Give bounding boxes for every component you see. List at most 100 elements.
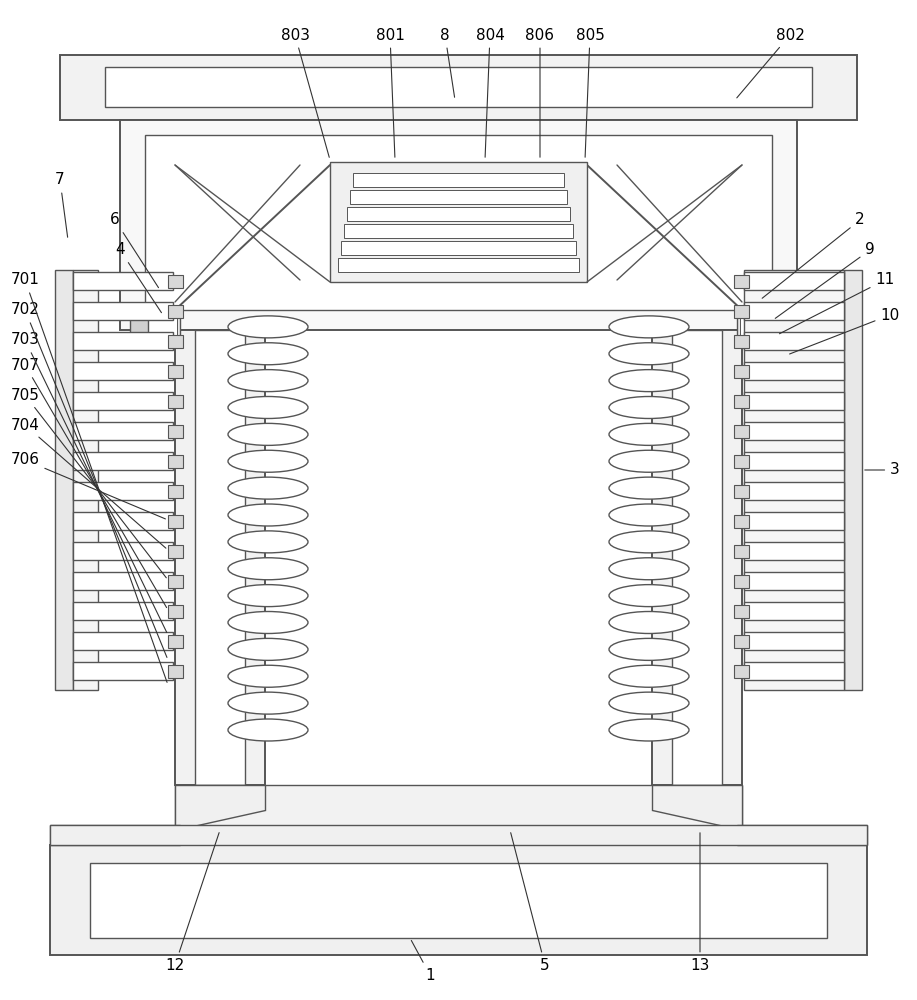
Bar: [744, 362, 844, 380]
Text: 802: 802: [736, 27, 804, 98]
Bar: [734, 335, 749, 348]
Bar: [734, 635, 749, 648]
Text: 12: 12: [165, 833, 219, 972]
Bar: [55, 270, 73, 690]
Ellipse shape: [609, 585, 689, 607]
Ellipse shape: [609, 343, 689, 365]
Ellipse shape: [609, 396, 689, 418]
Bar: [734, 275, 749, 288]
Bar: [105, 67, 812, 107]
Text: 4: 4: [116, 242, 161, 313]
Bar: [145, 310, 180, 340]
Ellipse shape: [228, 343, 308, 365]
Bar: [744, 392, 844, 410]
Bar: [90, 863, 827, 938]
Text: 705: 705: [11, 387, 166, 578]
Bar: [73, 270, 98, 690]
Ellipse shape: [609, 450, 689, 472]
Text: 706: 706: [10, 452, 165, 519]
Bar: [175, 785, 742, 830]
Text: 701: 701: [11, 272, 167, 682]
Ellipse shape: [609, 477, 689, 499]
Ellipse shape: [609, 370, 689, 392]
Text: 8: 8: [440, 27, 455, 97]
Ellipse shape: [609, 611, 689, 634]
Ellipse shape: [228, 638, 308, 660]
Bar: [769, 315, 787, 335]
Bar: [734, 665, 749, 678]
Bar: [350, 190, 567, 204]
Bar: [744, 332, 844, 350]
Bar: [744, 482, 844, 500]
Bar: [744, 512, 844, 530]
Ellipse shape: [609, 316, 689, 338]
Ellipse shape: [228, 692, 308, 714]
Bar: [737, 310, 772, 340]
Bar: [50, 845, 867, 955]
Text: 703: 703: [10, 332, 167, 632]
Ellipse shape: [228, 611, 308, 634]
Ellipse shape: [228, 665, 308, 687]
Bar: [744, 542, 844, 560]
Text: 702: 702: [11, 302, 167, 657]
Text: 10: 10: [790, 308, 900, 354]
Bar: [344, 224, 573, 238]
Bar: [734, 305, 749, 318]
Bar: [73, 602, 173, 620]
Bar: [148, 313, 177, 337]
Text: 1: 1: [412, 940, 435, 982]
Ellipse shape: [609, 638, 689, 660]
Bar: [73, 542, 173, 560]
Ellipse shape: [228, 396, 308, 418]
Bar: [145, 135, 772, 310]
Bar: [130, 315, 148, 335]
Bar: [744, 632, 844, 650]
Bar: [744, 452, 844, 470]
Bar: [347, 207, 570, 221]
Bar: [734, 545, 749, 558]
Bar: [168, 365, 183, 378]
Ellipse shape: [609, 665, 689, 687]
Ellipse shape: [228, 477, 308, 499]
Ellipse shape: [609, 719, 689, 741]
Text: 2: 2: [762, 213, 865, 298]
Bar: [73, 362, 173, 380]
Bar: [175, 330, 265, 785]
Bar: [168, 455, 183, 468]
Bar: [73, 572, 173, 590]
Bar: [168, 545, 183, 558]
Bar: [744, 302, 844, 320]
Bar: [120, 120, 797, 330]
Bar: [744, 602, 844, 620]
Bar: [341, 241, 576, 255]
Bar: [73, 662, 173, 680]
Text: 5: 5: [511, 833, 550, 972]
Bar: [734, 515, 749, 528]
Text: 11: 11: [779, 272, 895, 334]
Text: 6: 6: [110, 213, 159, 288]
Bar: [168, 425, 183, 438]
Bar: [734, 455, 749, 468]
Bar: [672, 330, 722, 785]
Bar: [734, 485, 749, 498]
Bar: [734, 605, 749, 618]
Text: 806: 806: [525, 27, 555, 157]
Ellipse shape: [228, 450, 308, 472]
Ellipse shape: [609, 504, 689, 526]
Bar: [353, 173, 564, 187]
Text: 803: 803: [281, 27, 329, 157]
Bar: [844, 270, 862, 690]
Bar: [73, 512, 173, 530]
Polygon shape: [652, 785, 742, 830]
Bar: [744, 422, 844, 440]
Bar: [168, 605, 183, 618]
Bar: [168, 305, 183, 318]
Bar: [168, 515, 183, 528]
Bar: [338, 258, 579, 272]
Bar: [195, 330, 245, 785]
Bar: [73, 302, 173, 320]
Bar: [734, 575, 749, 588]
Ellipse shape: [228, 423, 308, 445]
Text: 3: 3: [865, 462, 900, 478]
Text: 707: 707: [11, 358, 167, 608]
